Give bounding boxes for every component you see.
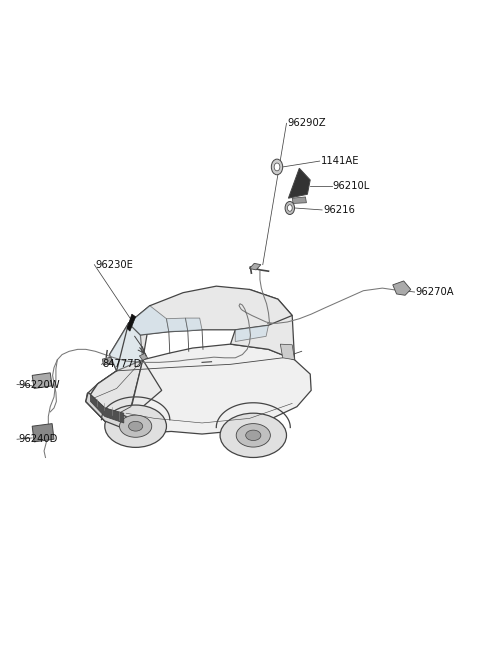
Circle shape <box>271 159 283 175</box>
Polygon shape <box>102 357 112 365</box>
Polygon shape <box>139 353 147 361</box>
Polygon shape <box>129 286 292 335</box>
Ellipse shape <box>129 421 143 431</box>
Polygon shape <box>280 344 295 360</box>
Circle shape <box>285 202 295 214</box>
Polygon shape <box>86 306 150 430</box>
Polygon shape <box>292 197 306 204</box>
Polygon shape <box>32 373 52 388</box>
Polygon shape <box>109 323 143 371</box>
Polygon shape <box>185 318 202 331</box>
Polygon shape <box>167 318 188 332</box>
Ellipse shape <box>120 415 152 438</box>
Polygon shape <box>235 325 268 342</box>
Ellipse shape <box>105 405 167 447</box>
Polygon shape <box>129 306 169 335</box>
Text: 96230E: 96230E <box>96 260 133 269</box>
Text: 96290Z: 96290Z <box>288 118 326 128</box>
Polygon shape <box>127 314 136 331</box>
Text: 96210L: 96210L <box>333 181 370 191</box>
Text: 1141AE: 1141AE <box>321 156 359 166</box>
Circle shape <box>274 163 280 171</box>
Polygon shape <box>288 168 310 198</box>
Polygon shape <box>86 360 162 430</box>
Circle shape <box>288 205 292 212</box>
Polygon shape <box>86 392 126 430</box>
Text: 96240D: 96240D <box>18 434 57 444</box>
Polygon shape <box>32 424 54 442</box>
Polygon shape <box>230 290 295 360</box>
Polygon shape <box>393 281 411 295</box>
Polygon shape <box>86 344 311 434</box>
Ellipse shape <box>236 424 270 447</box>
Ellipse shape <box>246 430 261 441</box>
Polygon shape <box>250 263 261 270</box>
Text: 96270A: 96270A <box>416 287 454 297</box>
Text: 96216: 96216 <box>323 205 355 215</box>
Text: 96220W: 96220W <box>18 380 60 390</box>
Text: 84777D: 84777D <box>102 359 142 369</box>
Polygon shape <box>91 395 124 423</box>
Ellipse shape <box>220 413 287 457</box>
